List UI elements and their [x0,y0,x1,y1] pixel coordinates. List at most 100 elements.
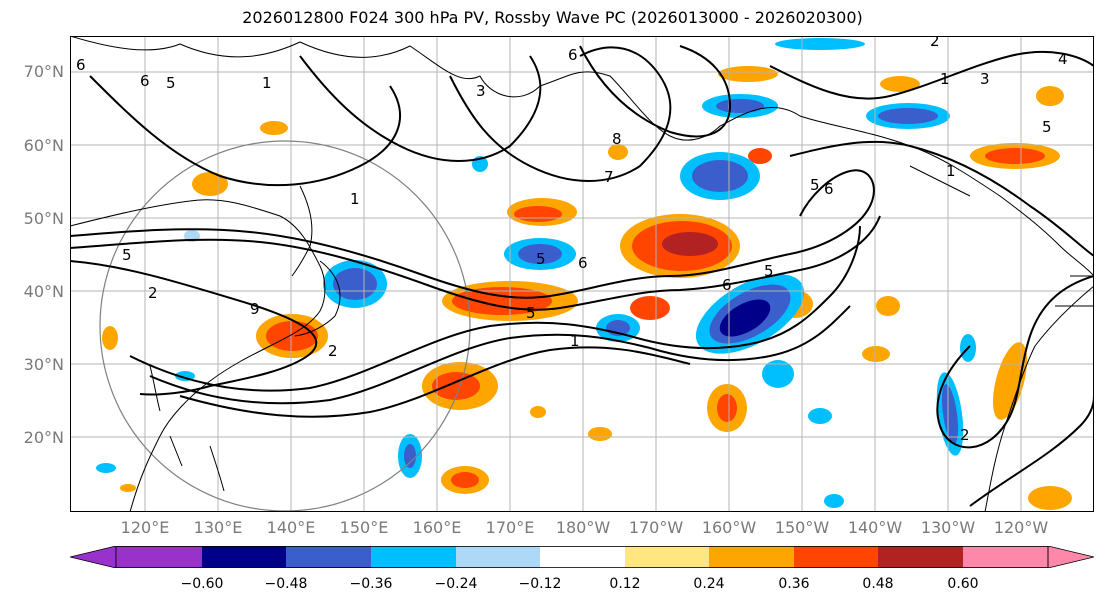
colorbar-tick-label: −0.12 [518,576,562,592]
alaska-coast [719,106,1094,277]
contour-label: 6 [824,180,834,198]
colorbar-segment [794,546,878,568]
contour-label: 5 [536,250,546,268]
contour-label: 1 [570,332,580,350]
aleutian-east-coast [909,165,971,197]
lon-label: 170°E [485,518,535,537]
contour-label: 5 [166,74,176,92]
contour-label: 6 [722,276,732,294]
contour-label: 3 [476,82,486,100]
lat-label: 30°N [23,355,64,374]
pv-contour [299,55,542,162]
gridlines [70,36,1094,512]
positive-anomaly-northeast-pacific [630,76,1064,420]
negative-anomaly-west-pacific [323,260,640,342]
lat-label: 40°N [23,282,64,301]
pv-contour [149,305,851,405]
contour-label: 1 [940,70,950,88]
colorbar-tick-label: −0.48 [264,576,308,592]
lon-label: 150°E [339,518,389,537]
contour-label: 5 [526,304,536,322]
map-panel: 6 6 5 1 6 3 8 7 1 5 6 1 5 6 5 2 9 2 5 1 … [70,36,1094,512]
colorbar-tick-label: −0.36 [349,576,393,592]
pv-contours [70,45,1094,507]
colorbar-outline [115,546,1049,568]
colorbar-tick-label: 0.36 [778,576,810,592]
state-borders [1055,275,1094,307]
contour-label: 8 [612,130,622,148]
colorbar-segment [540,546,625,568]
positive-anomaly-japan [256,314,328,358]
pv-contour [179,346,691,418]
colorbar-segment [116,546,202,568]
map-border [70,36,1094,512]
colorbar-tick-label: 0.48 [862,576,894,592]
colorbar-tick-label: 0.12 [609,576,641,592]
contour-label: 1 [350,190,360,208]
kamchatka-coast [479,71,721,141]
contour-label: 1 [946,162,956,180]
siberia-coast [70,36,481,80]
contour-label: 9 [250,300,260,318]
pv-contour [449,46,672,182]
pv-contour [936,275,1094,449]
pv-contour [769,50,1094,100]
contour-label: 3 [980,70,990,88]
lon-label: 180°W [555,518,611,537]
lon-label: 130°W [920,518,976,537]
colorbar-tick-label: 0.60 [947,576,979,592]
pv-contour [789,140,1094,257]
contour-label: 6 [578,254,588,272]
contour-label: 2 [960,426,970,444]
positive-anomaly-west-pacific [507,198,577,226]
colorbar-segment [625,546,709,568]
colorbar-tick-label: −0.60 [180,576,224,592]
sakhalin-coast [291,185,313,277]
lon-label: 120°E [120,518,170,537]
lon-label: 160°E [412,518,462,537]
figure-title: 2026012800 F024 300 hPa PV, Rossby Wave … [242,8,863,27]
pv-contour [89,75,401,187]
contour-label: 6 [76,56,86,74]
japan-coast [294,260,341,337]
contour-label: 2 [930,36,940,50]
lon-label: 170°W [628,518,684,537]
contour-label: 4 [1058,50,1068,68]
lon-label: 150°W [774,518,830,537]
negative-anomaly-gulf-of-alaska [695,274,805,354]
asia-coast [70,199,326,512]
lat-label: 70°N [23,62,64,81]
small-positive-spots [102,66,1072,510]
contour-label: 5 [810,176,820,194]
colorbar-tick-label: 0.24 [693,576,725,592]
lat-label: 20°N [23,428,64,447]
pv-contour [969,395,1094,507]
lon-label: 140°E [266,518,316,537]
colorbar-extend-min [70,546,117,568]
pv-contour [70,215,881,311]
coastlines [70,36,1094,512]
contour-label: 6 [568,46,578,64]
positive-anomaly-subtropics [422,362,747,494]
colorbar-tick-label: −0.24 [434,576,478,592]
lon-label: 140°W [847,518,903,537]
colorbar-segment [456,546,540,568]
contour-label: 5 [1042,118,1052,136]
pv-contour [129,225,861,392]
negative-anomaly-north-pacific [504,94,778,270]
contour-label: 5 [122,246,132,264]
colorbar-segment [963,546,1048,568]
lon-label: 120°W [993,518,1049,537]
lat-label: 60°N [23,136,64,155]
lat-label: 50°N [23,209,64,228]
lon-label: 130°E [193,518,243,537]
contour-labels: 6 6 5 1 6 3 8 7 1 5 6 1 5 6 5 2 9 2 5 1 … [76,36,1068,444]
colorbar-segment [878,546,963,568]
islands-coast [149,365,225,492]
contour-label: 6 [140,72,150,90]
colorbar-extend-max [1047,546,1094,568]
colorbar-segment [286,546,371,568]
contour-label: 5 [764,262,774,280]
contour-label: 7 [604,168,614,186]
pv-contour [579,45,732,138]
